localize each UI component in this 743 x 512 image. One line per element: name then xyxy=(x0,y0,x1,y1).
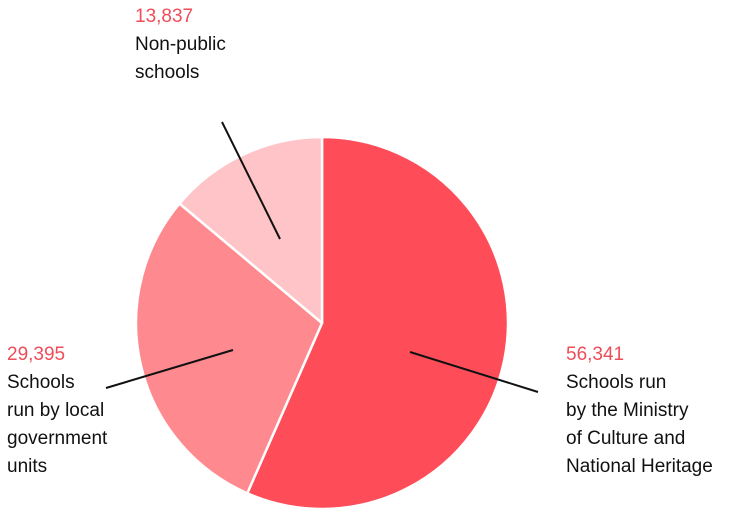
leader-lines xyxy=(105,121,539,393)
slice-value-label: 29,395 xyxy=(7,344,66,365)
slice-value-label: 56,341 xyxy=(566,344,625,365)
slice-category-label: Non-public schools xyxy=(135,34,226,83)
slice-value-label: 13,837 xyxy=(135,6,194,27)
pie-slice-non-public xyxy=(178,135,324,325)
slice-callout-local-government: 29,395 Schools run by local government u… xyxy=(7,341,107,481)
pie-slices xyxy=(134,135,510,511)
pie-slice-local-government xyxy=(134,202,324,495)
slice-category-label: Schools run by the Ministry of Culture a… xyxy=(566,372,713,477)
leader-line xyxy=(105,349,234,389)
slice-category-label: Schools run by local government units xyxy=(7,372,108,477)
leader-line xyxy=(409,351,539,393)
leader-line xyxy=(221,121,281,240)
pie-slice-ministry xyxy=(246,135,510,511)
slice-callout-ministry: 56,341 Schools run by the Ministry of Cu… xyxy=(566,341,713,481)
slice-callout-non-public: 13,837 Non-public schools xyxy=(135,3,226,87)
